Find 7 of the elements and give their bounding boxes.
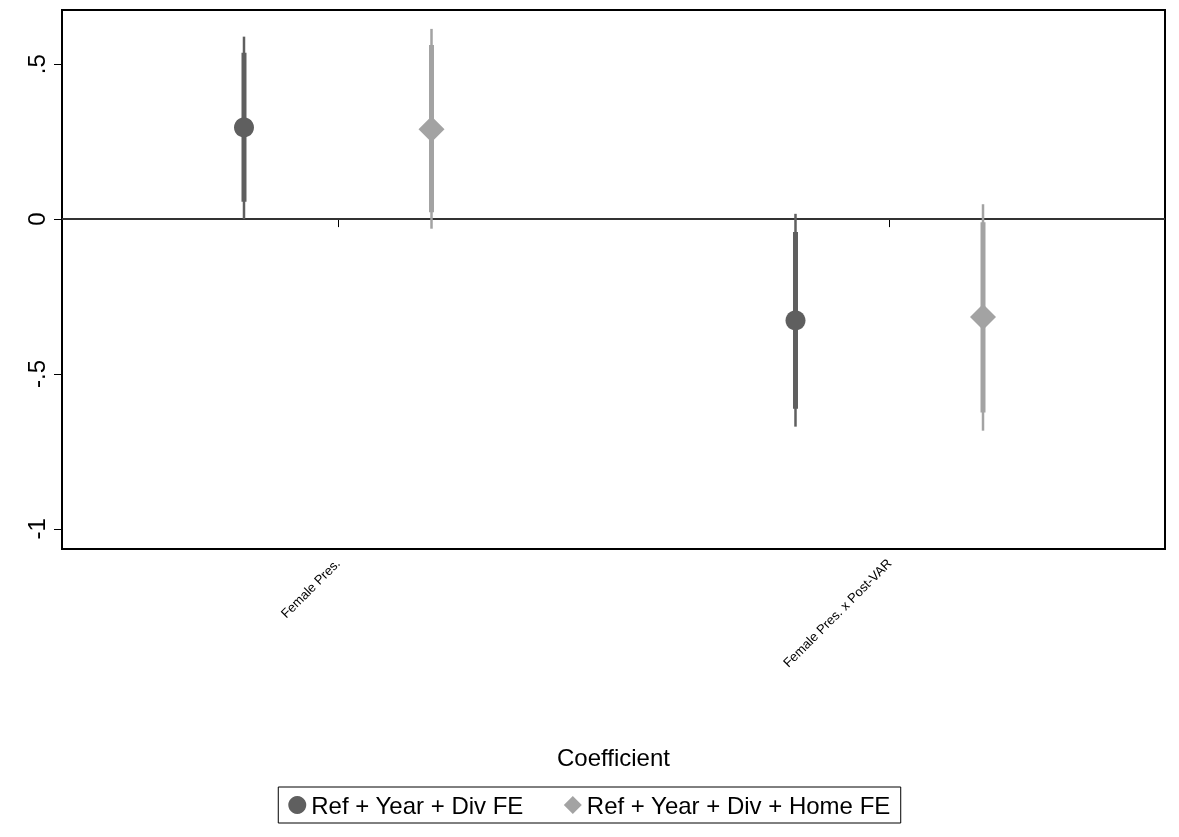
legend-label: Ref + Year + Div FE <box>311 791 524 819</box>
y-tick-label: .5 <box>22 54 50 75</box>
x-axis-title: Coefficient <box>557 743 671 771</box>
y-tick-label: -.5 <box>22 359 50 388</box>
y-tick-label: -1 <box>22 518 50 540</box>
y-tick-label: 0 <box>22 212 50 226</box>
legend-label: Ref + Year + Div + Home FE <box>586 791 891 819</box>
